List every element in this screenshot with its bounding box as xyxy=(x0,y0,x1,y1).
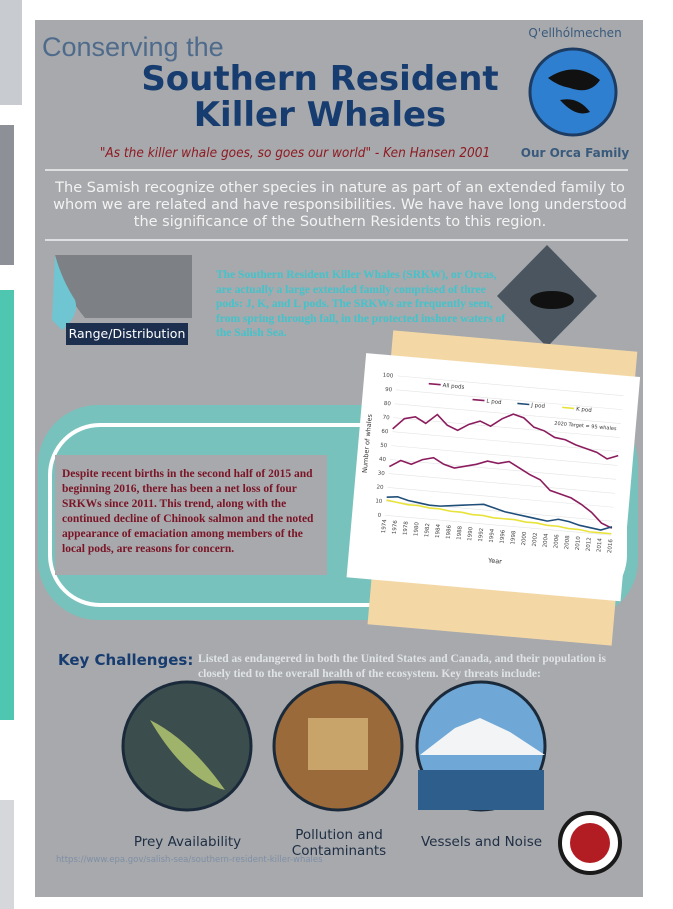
title: Southern Resident xyxy=(120,62,520,96)
x-tick-label: 1998 xyxy=(510,530,517,545)
vessel-photo-water xyxy=(418,770,544,810)
x-tick-label: 2002 xyxy=(532,532,539,546)
y-tick-label: 70 xyxy=(382,415,390,422)
x-tick-label: 1994 xyxy=(489,528,496,543)
pcb-label xyxy=(308,718,368,770)
legend-swatch xyxy=(429,384,441,385)
x-tick-label: 2006 xyxy=(553,534,560,549)
srkw-text: The Southern Resident Killer Whales (SRK… xyxy=(216,268,506,341)
challenge-caption: Vessels and Noise xyxy=(414,834,549,850)
y-tick-label: 60 xyxy=(381,429,389,436)
x-tick-label: 1978 xyxy=(403,521,410,536)
x-tick-label: 1996 xyxy=(499,529,506,544)
intro: The Samish recognize other species in na… xyxy=(50,180,630,231)
x-tick-label: 1980 xyxy=(413,521,420,536)
range-label: Range/Distribution xyxy=(66,323,188,345)
x-tick-label: 1982 xyxy=(424,523,431,537)
x-tick-label: 1984 xyxy=(435,523,442,538)
decline-text: Despite recent births in the second half… xyxy=(62,467,320,557)
y-tick-label: 90 xyxy=(385,387,393,394)
y-tick-label: 100 xyxy=(383,373,394,380)
quote: "As the killer whale goes, so goes our w… xyxy=(60,145,530,161)
logo-name: Q'ellhólmechen xyxy=(520,26,630,40)
x-tick-label: 2012 xyxy=(586,537,593,551)
source-url: https://www.epa.gov/salish-sea/southern-… xyxy=(56,855,323,865)
legend-swatch xyxy=(517,403,529,404)
y-tick-label: 10 xyxy=(375,498,383,505)
key-challenges-text: Listed as endangered in both the United … xyxy=(198,652,618,681)
x-tick-label: 2004 xyxy=(543,533,550,548)
challenge-caption: Prey Availability xyxy=(120,834,255,850)
x-axis-label: Year xyxy=(487,556,503,565)
y-tick-label: 40 xyxy=(379,457,387,464)
body: {"header": {"pretitle": "Conserving the"… xyxy=(0,0,673,909)
x-tick-label: 1974 xyxy=(381,519,388,534)
title: Killer Whales xyxy=(120,98,520,132)
x-tick-label: 1990 xyxy=(467,526,474,541)
x-tick-label: 2010 xyxy=(575,536,582,551)
x-tick-label: 1976 xyxy=(392,520,399,535)
x-tick-label: 1986 xyxy=(446,524,453,539)
poster-graphics: 0102030405060708090100197419761978198019… xyxy=(0,0,673,909)
legend-label: J pod xyxy=(530,403,545,410)
page: Conserving the Southern Resident Killer … xyxy=(0,0,673,909)
legend-swatch xyxy=(473,400,485,401)
y-tick-label: 30 xyxy=(377,471,385,478)
logo-circle xyxy=(530,49,616,135)
x-tick-label: 1992 xyxy=(478,528,485,542)
y-tick-label: 50 xyxy=(380,443,388,450)
logo-caption: Our Orca Family xyxy=(520,146,630,160)
y-tick-label: 20 xyxy=(376,485,384,492)
x-tick-label: 2014 xyxy=(596,537,603,552)
y-tick-label: 80 xyxy=(384,401,392,408)
orca-photo-whale xyxy=(530,291,574,309)
x-tick-label: 1988 xyxy=(456,525,463,540)
x-tick-label: 2016 xyxy=(607,538,614,553)
x-tick-label: 2008 xyxy=(564,535,571,550)
key-challenges-heading: Key Challenges: xyxy=(58,651,193,669)
tribal-logo-inner xyxy=(570,823,610,863)
legend-swatch xyxy=(562,407,574,408)
x-tick-label: 2000 xyxy=(521,531,528,546)
